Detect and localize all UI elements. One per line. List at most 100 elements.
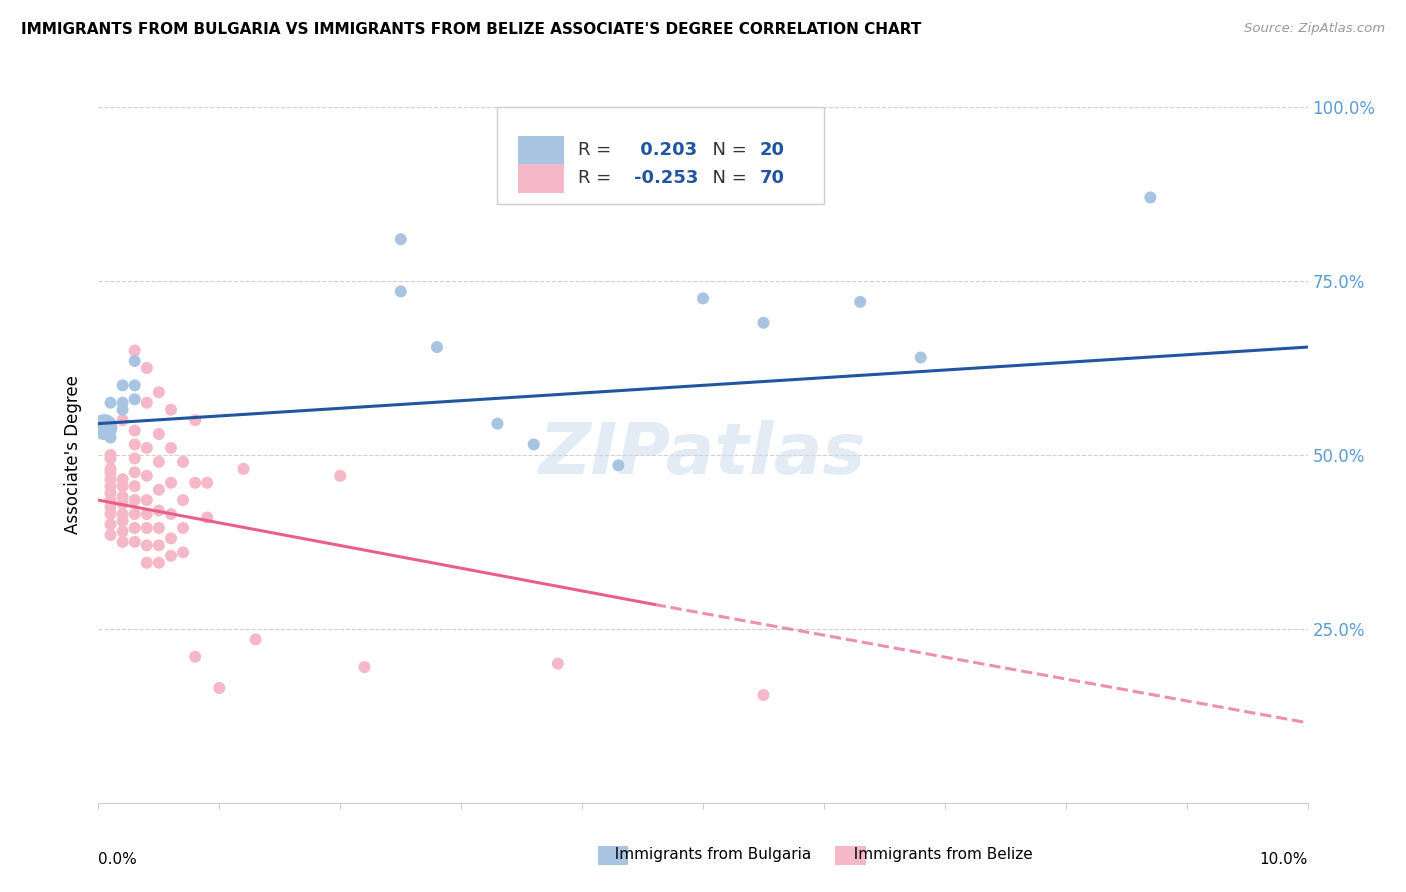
Text: Immigrants from Bulgaria: Immigrants from Bulgaria xyxy=(605,847,811,862)
Point xyxy=(111,413,134,427)
Point xyxy=(245,632,267,647)
Point xyxy=(124,507,146,521)
Point xyxy=(523,437,546,451)
Point xyxy=(547,657,569,671)
Point xyxy=(135,441,157,455)
Point xyxy=(148,538,170,552)
Point xyxy=(100,479,122,493)
Point xyxy=(124,466,146,480)
Point xyxy=(195,475,218,490)
Point xyxy=(160,441,183,455)
Point xyxy=(172,521,194,535)
Point xyxy=(135,396,157,410)
Point xyxy=(93,420,115,434)
Point xyxy=(111,497,134,511)
Point xyxy=(148,385,170,400)
Text: 0.203: 0.203 xyxy=(634,141,697,160)
Point xyxy=(111,396,134,410)
Point xyxy=(426,340,449,354)
Point xyxy=(124,479,146,493)
Point xyxy=(100,486,122,500)
Point xyxy=(124,493,146,508)
Point xyxy=(208,681,231,695)
Point xyxy=(124,521,146,535)
Point xyxy=(100,493,122,508)
Point xyxy=(148,427,170,442)
Point xyxy=(135,521,157,535)
FancyBboxPatch shape xyxy=(498,107,824,204)
Point xyxy=(148,483,170,497)
Point xyxy=(135,556,157,570)
Bar xyxy=(517,164,564,193)
Text: N =: N = xyxy=(700,141,752,160)
Point xyxy=(195,510,218,524)
Point xyxy=(160,402,183,417)
Point xyxy=(849,294,872,309)
Point xyxy=(124,451,146,466)
Point xyxy=(389,285,412,299)
Point xyxy=(148,521,170,535)
Point xyxy=(172,493,194,508)
Text: 0.0%: 0.0% xyxy=(98,852,138,866)
Point xyxy=(910,351,932,365)
Text: ZIPatlas: ZIPatlas xyxy=(540,420,866,490)
Point xyxy=(752,688,775,702)
Point xyxy=(135,493,157,508)
Point xyxy=(124,437,146,451)
Point xyxy=(184,475,207,490)
Text: 20: 20 xyxy=(759,141,785,160)
Point xyxy=(160,475,183,490)
Text: R =: R = xyxy=(578,141,617,160)
Point xyxy=(100,396,122,410)
Point xyxy=(148,503,170,517)
Point xyxy=(148,556,170,570)
Point xyxy=(135,538,157,552)
Bar xyxy=(517,136,564,165)
Point xyxy=(100,451,122,466)
Point xyxy=(100,472,122,486)
Point xyxy=(160,507,183,521)
Point xyxy=(160,549,183,563)
Point xyxy=(111,535,134,549)
Point xyxy=(111,507,134,521)
Point xyxy=(111,472,134,486)
Point xyxy=(124,535,146,549)
Point xyxy=(184,413,207,427)
Point xyxy=(100,420,122,434)
Point xyxy=(124,354,146,368)
Point xyxy=(100,431,122,445)
Point xyxy=(111,402,134,417)
Text: 10.0%: 10.0% xyxy=(1260,852,1308,866)
Point xyxy=(135,468,157,483)
Point xyxy=(111,490,134,504)
Point xyxy=(184,649,207,664)
Point xyxy=(329,468,352,483)
Point xyxy=(100,500,122,514)
Point xyxy=(100,528,122,542)
Point xyxy=(692,291,714,305)
Point xyxy=(389,232,412,246)
Point xyxy=(100,517,122,532)
Point xyxy=(124,378,146,392)
Point xyxy=(148,455,170,469)
Point xyxy=(111,514,134,528)
Text: R =: R = xyxy=(578,169,617,187)
Text: -0.253: -0.253 xyxy=(634,169,699,187)
Point xyxy=(752,316,775,330)
Point xyxy=(135,507,157,521)
Point xyxy=(232,462,254,476)
Point xyxy=(135,360,157,375)
Point xyxy=(111,378,134,392)
Text: N =: N = xyxy=(700,169,752,187)
Y-axis label: Associate's Degree: Associate's Degree xyxy=(65,376,83,534)
Point xyxy=(100,462,122,476)
Point xyxy=(486,417,509,431)
Point xyxy=(1139,190,1161,204)
Point xyxy=(160,532,183,546)
Point xyxy=(124,424,146,438)
Point xyxy=(172,545,194,559)
Point xyxy=(111,479,134,493)
Point xyxy=(100,448,122,462)
Point xyxy=(124,392,146,407)
Point xyxy=(100,507,122,521)
